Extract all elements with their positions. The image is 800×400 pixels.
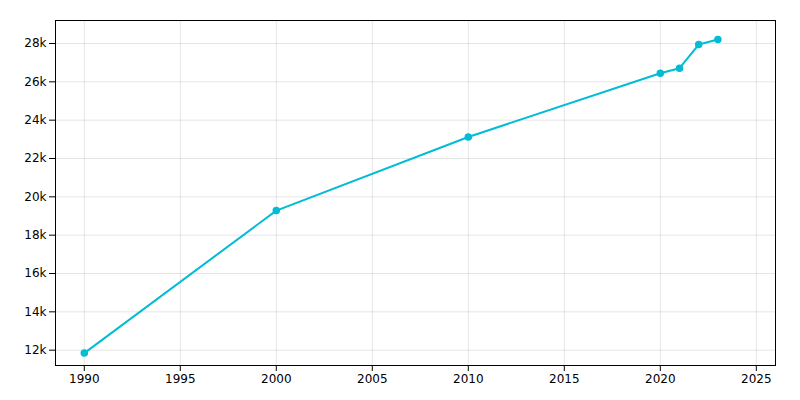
svg-text:24k: 24k xyxy=(24,113,46,127)
svg-text:22k: 22k xyxy=(24,151,46,165)
svg-text:2000: 2000 xyxy=(261,372,292,386)
svg-text:1990: 1990 xyxy=(69,372,100,386)
svg-text:2025: 2025 xyxy=(741,372,772,386)
svg-text:2020: 2020 xyxy=(645,372,676,386)
svg-text:1995: 1995 xyxy=(165,372,196,386)
svg-text:2005: 2005 xyxy=(357,372,388,386)
svg-text:18k: 18k xyxy=(24,228,46,242)
svg-text:12k: 12k xyxy=(24,343,46,357)
svg-text:14k: 14k xyxy=(24,305,46,319)
svg-text:28k: 28k xyxy=(24,36,46,50)
svg-text:20k: 20k xyxy=(24,190,46,204)
svg-text:2015: 2015 xyxy=(549,372,580,386)
svg-text:16k: 16k xyxy=(24,266,46,280)
svg-text:26k: 26k xyxy=(24,75,46,89)
svg-text:2010: 2010 xyxy=(453,372,484,386)
